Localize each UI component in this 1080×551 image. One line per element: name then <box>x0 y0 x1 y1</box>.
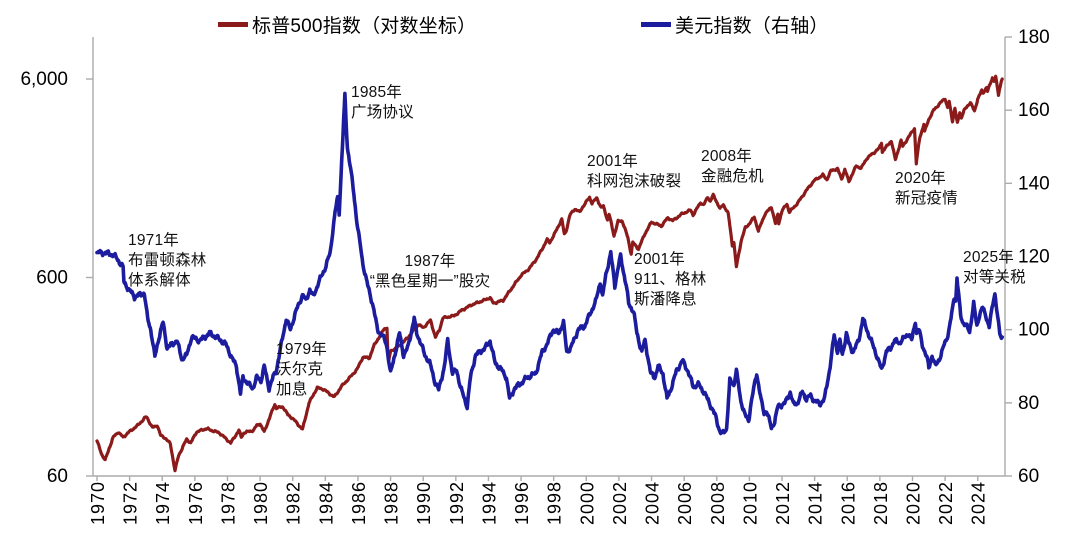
x-axis-year-label: 1986 <box>349 481 369 525</box>
x-axis-year-label: 1978 <box>218 481 238 525</box>
x-axis-year-label: 2006 <box>675 481 695 525</box>
x-axis-year-label: 1980 <box>251 481 271 525</box>
annotation-line: 沃尔克 <box>276 361 324 378</box>
series-line-sp500 <box>95 74 1004 473</box>
right-axis-label: 80 <box>1018 393 1039 414</box>
x-axis-year-label: 1982 <box>284 481 304 525</box>
left-axis-label: 600 <box>36 268 68 289</box>
legend: 标普500指数（对数坐标） 美元指数（右轴） <box>0 10 1080 40</box>
right-axis-label: 120 <box>1018 247 1050 268</box>
annotation-line: 2025年 <box>963 249 1014 266</box>
annotation-black-monday: 1987年 “黑色星期一”股灾 <box>370 252 491 292</box>
right-axis-label: 140 <box>1018 173 1050 194</box>
annotation-line: 对等关税 <box>963 269 1026 286</box>
x-axis-year-label: 2004 <box>643 481 663 525</box>
right-axis-label: 100 <box>1018 320 1050 341</box>
annotation-line: 新冠疫情 <box>895 190 958 207</box>
annotation-line: 斯潘降息 <box>634 291 697 308</box>
annotation-line: 体系解体 <box>128 272 191 289</box>
annotation-bretton-woods: 1971年布雷顿森林体系解体 <box>128 231 207 291</box>
x-axis-year-label: 2022 <box>936 481 956 525</box>
x-axis-year-label: 2014 <box>806 481 826 525</box>
x-axis-year-label: 1990 <box>414 481 434 525</box>
left-axis-label: 60 <box>47 466 68 487</box>
annotation-line: 1987年 <box>404 253 456 270</box>
annotation-covid: 2020年新冠疫情 <box>895 169 958 209</box>
annotation-greenspan-cut: 2001年 911、格林 斯潘降息 <box>634 250 706 310</box>
x-axis-year-label: 2002 <box>610 481 630 525</box>
annotation-line: 布雷顿森林 <box>128 252 207 269</box>
annotation-line: 广场协议 <box>351 104 414 121</box>
x-axis-year-label: 2012 <box>773 481 793 525</box>
x-axis-year-label: 2020 <box>904 481 924 525</box>
annotation-line: 1979年 <box>276 341 327 358</box>
annotation-dotcom-burst: 2001年科网泡沫破裂 <box>587 152 681 192</box>
right-axis-label: 160 <box>1018 100 1050 121</box>
legend-item-sp500: 标普500指数（对数坐标） <box>218 10 476 38</box>
x-axis-year-label: 2016 <box>838 481 858 525</box>
annotation-gfc: 2008年金融危机 <box>701 147 764 187</box>
legend-item-dxy: 美元指数（右轴） <box>641 10 829 38</box>
x-axis-year-label: 1974 <box>153 481 173 525</box>
dxy-line-swatch <box>641 21 671 27</box>
annotation-line: 加息 <box>276 381 308 398</box>
left-axis-label: 6,000 <box>20 69 68 90</box>
x-axis-year-label: 2018 <box>871 481 891 525</box>
annotation-line: 1985年 <box>351 84 402 101</box>
x-axis-year-label: 2008 <box>708 481 728 525</box>
legend-label-sp500: 标普500指数（对数坐标） <box>252 15 477 37</box>
sp500-line-swatch <box>218 21 248 27</box>
annotation-line: 1971年 <box>128 232 179 249</box>
annotation-volcker-hike: 1979年沃尔克加息 <box>276 340 327 400</box>
x-axis-year-label: 1976 <box>186 481 206 525</box>
legend-label-dxy: 美元指数（右轴） <box>675 15 829 37</box>
x-axis-year-label: 2010 <box>740 481 760 525</box>
annotation-line: 科网泡沫破裂 <box>587 173 682 190</box>
annotation-line: 金融危机 <box>701 168 764 185</box>
right-axis-label: 60 <box>1018 466 1039 487</box>
x-axis-year-label: 2024 <box>969 481 989 525</box>
right-axis-label: 180 <box>1018 27 1050 48</box>
x-axis-year-label: 1988 <box>382 481 402 525</box>
x-axis-year-label: 1994 <box>479 481 499 525</box>
x-axis-year-label: 1992 <box>447 481 467 525</box>
annotation-line: 2001年 <box>634 251 685 268</box>
x-axis-year-label: 1972 <box>121 481 141 525</box>
annotation-line: “黑色星期一”股灾 <box>369 273 491 290</box>
annotation-line: 2020年 <box>895 170 946 187</box>
annotation-line: 2001年 <box>587 153 638 170</box>
x-axis-year-label: 1970 <box>88 481 108 525</box>
annotation-line: 911、格林 <box>634 271 707 288</box>
annotation-line: 2008年 <box>701 148 752 165</box>
x-axis-year-label: 1998 <box>545 481 565 525</box>
annotation-tariffs: 2025年对等关税 <box>963 248 1026 288</box>
x-axis-year-label: 2000 <box>577 481 597 525</box>
series-line-dxy <box>95 91 1005 436</box>
x-axis-year-label: 1984 <box>316 481 336 525</box>
annotation-plaza-accord: 1985年广场协议 <box>351 83 414 123</box>
x-axis-year-label: 1996 <box>512 481 532 525</box>
